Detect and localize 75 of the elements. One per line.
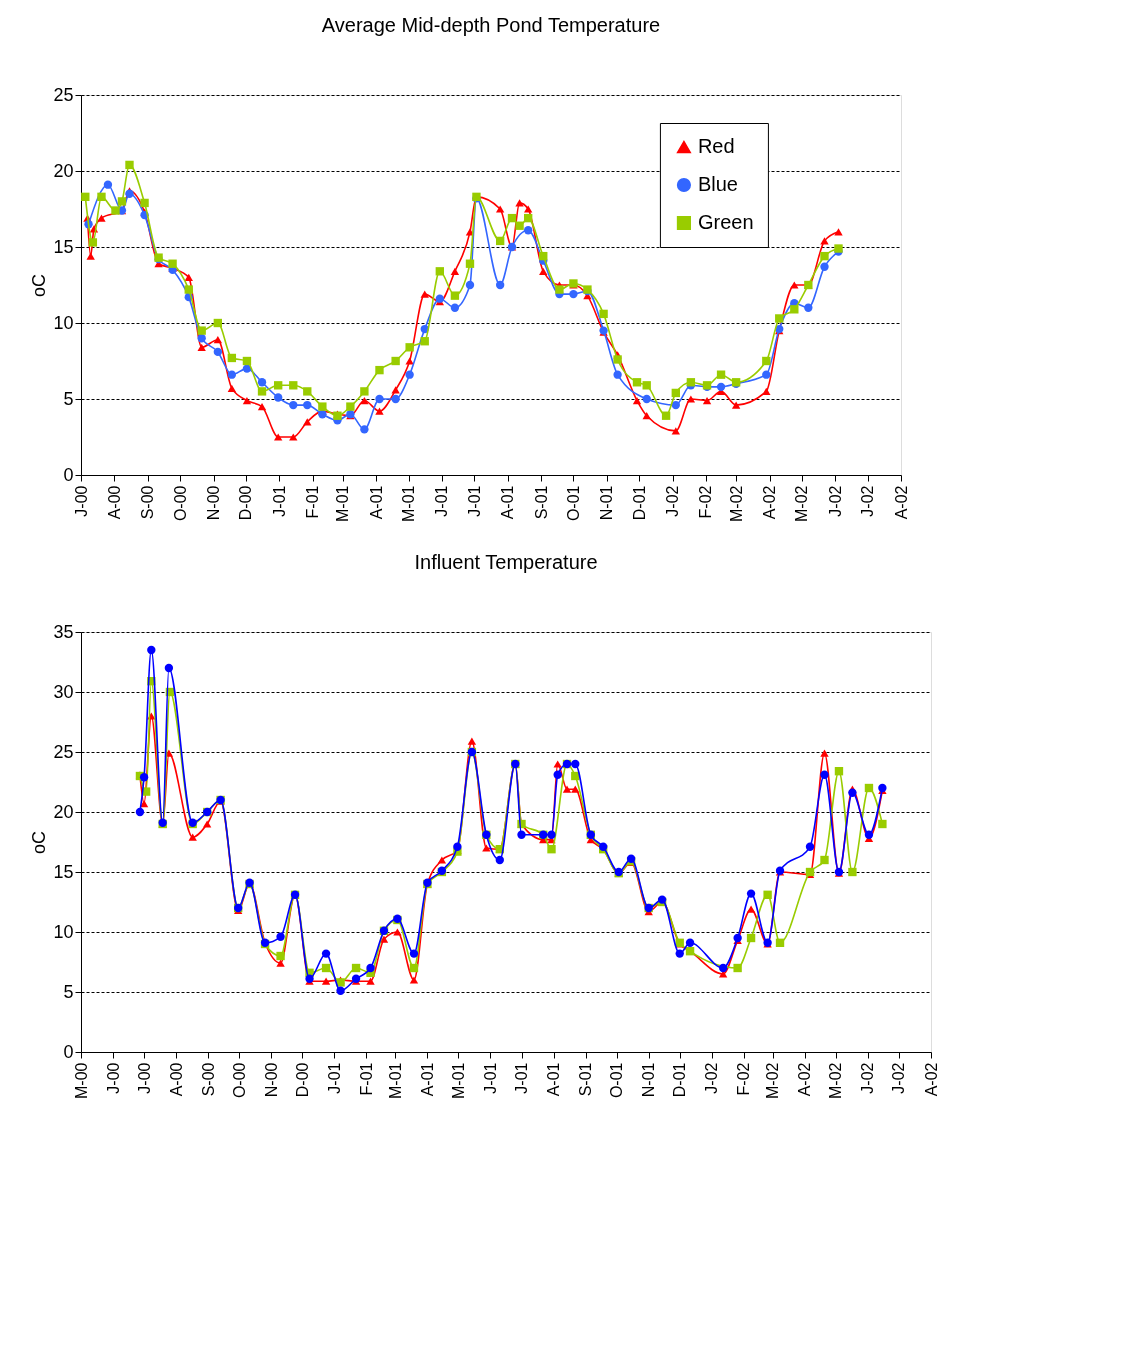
x-tick-label: F-01 <box>357 1062 375 1096</box>
x-tick-label: J-00 <box>104 1062 122 1094</box>
x-tick-label: N-01 <box>640 1062 658 1098</box>
x-tick-label: D-01 <box>671 1062 689 1098</box>
x-tick-label: O-01 <box>564 485 582 522</box>
x-tick-label: M-01 <box>334 485 352 522</box>
x-tick-label: S-00 <box>199 1062 217 1097</box>
x-tick-label: A-02 <box>922 1062 940 1097</box>
y-tick-label: 15 <box>53 236 74 257</box>
legend-label: Red <box>697 135 735 157</box>
y-tick-label: 20 <box>53 801 74 822</box>
x-tick-label: J-02 <box>826 485 844 517</box>
y-tick-label: 30 <box>53 681 74 702</box>
x-tick-label: M-02 <box>727 485 745 522</box>
y-tick-label: 20 <box>53 160 74 181</box>
x-tick-label: M-01 <box>449 1062 467 1099</box>
chart-title: Influent Temperature <box>414 551 598 573</box>
x-tick-label: N-00 <box>205 485 223 521</box>
x-tick-label: J-02 <box>859 485 877 517</box>
x-tick-label: A-02 <box>796 1062 814 1097</box>
x-tick-label: J-02 <box>890 1062 908 1094</box>
x-tick-label: M-02 <box>764 1062 782 1099</box>
x-tick-label: M-01 <box>400 485 418 522</box>
x-tick-label: J-02 <box>703 1062 721 1094</box>
x-tick-label: F-02 <box>735 1062 753 1096</box>
y-tick-label: 0 <box>63 1041 74 1062</box>
x-tick-label: M-01 <box>386 1062 404 1099</box>
legend-label: Green <box>697 211 754 233</box>
chart-title: Average Mid-depth Pond Temperature <box>321 14 661 36</box>
legend-label: Blue <box>697 173 738 195</box>
x-tick-label: J-00 <box>135 1062 153 1094</box>
y-axis-title: oC <box>29 830 50 855</box>
x-tick-label: A-02 <box>892 485 910 520</box>
x-tick-label: A-01 <box>418 1062 436 1097</box>
y-tick-label: 5 <box>63 388 74 409</box>
y-tick-label: 25 <box>53 84 74 105</box>
y-tick-label: 5 <box>63 981 74 1002</box>
x-tick-label: J-02 <box>664 485 682 517</box>
x-tick-label: N-01 <box>598 485 616 521</box>
x-tick-label: J-01 <box>270 485 288 517</box>
x-tick-label: J-01 <box>465 485 483 517</box>
x-tick-label: A-00 <box>167 1062 185 1097</box>
x-tick-label: J-01 <box>513 1062 531 1094</box>
y-tick-label: 15 <box>53 861 74 882</box>
x-tick-label: N-00 <box>262 1062 280 1098</box>
x-tick-label: O-01 <box>608 1062 626 1099</box>
y-tick-label: 35 <box>53 621 74 642</box>
x-tick-label: S-01 <box>532 485 550 520</box>
x-tick-label: A-01 <box>367 485 385 520</box>
x-tick-label: D-00 <box>293 1062 311 1098</box>
x-tick-label: A-00 <box>105 485 123 520</box>
x-tick-label: J-00 <box>72 485 90 517</box>
x-tick-label: J-02 <box>859 1062 877 1094</box>
x-tick-label: S-00 <box>139 485 157 520</box>
x-tick-label: A-01 <box>545 1062 563 1097</box>
x-tick-label: D-01 <box>630 485 648 521</box>
x-tick-label: S-01 <box>577 1062 595 1097</box>
x-tick-label: M-00 <box>72 1062 90 1099</box>
x-tick-label: J-01 <box>433 485 451 517</box>
x-tick-label: J-01 <box>325 1062 343 1094</box>
x-tick-label: O-00 <box>230 1062 248 1099</box>
x-tick-label: D-00 <box>237 485 255 521</box>
x-tick-label: M-02 <box>827 1062 845 1099</box>
y-axis-title: oC <box>29 273 50 298</box>
x-tick-label: A-01 <box>499 485 517 520</box>
x-tick-label: M-02 <box>793 485 811 522</box>
x-tick-label: F-01 <box>304 485 322 519</box>
x-tick-label: J-01 <box>481 1062 499 1094</box>
x-tick-label: F-02 <box>697 485 715 519</box>
y-tick-label: 0 <box>63 464 74 485</box>
y-tick-label: 10 <box>53 312 74 333</box>
x-tick-label: O-00 <box>171 485 189 522</box>
y-tick-label: 25 <box>53 741 74 762</box>
y-tick-label: 10 <box>53 921 74 942</box>
x-tick-label: A-02 <box>761 485 779 520</box>
